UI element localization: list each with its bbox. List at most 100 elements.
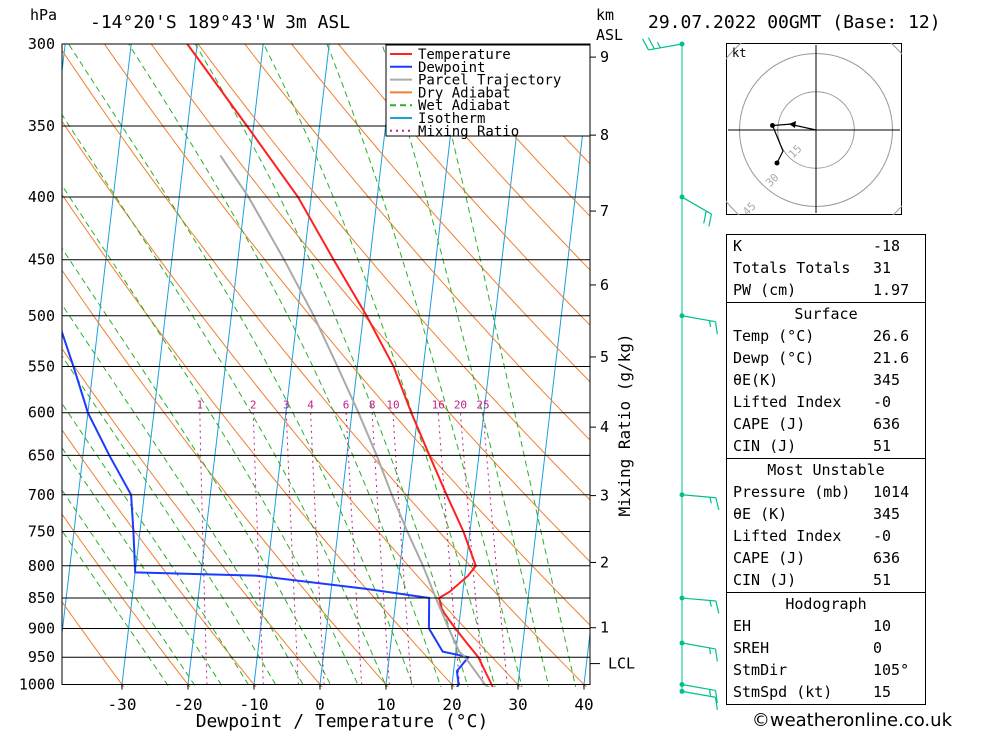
index-value: 636 xyxy=(873,549,901,567)
height-tick-label: 8 xyxy=(600,126,609,144)
index-row: CAPE (J) 636 xyxy=(727,413,925,435)
storm-motion-arrowhead xyxy=(789,121,796,128)
section-header: Hodograph xyxy=(727,593,925,615)
wind-barb-staff xyxy=(681,690,716,698)
dry-adiabat-line xyxy=(290,44,590,383)
x-tick-label: -30 xyxy=(108,695,137,714)
indices-table: K -18 Totals Totals 31 PW (cm) 1.97 Surface Tem… xyxy=(726,234,926,705)
index-label: EH xyxy=(733,617,752,635)
wet-adiabat-line xyxy=(62,184,360,687)
pressure-tick-label: 400 xyxy=(28,188,55,206)
mixing-ratio-label: 3 xyxy=(283,399,290,412)
index-row: Lifted Index -0 xyxy=(727,525,925,547)
index-label: SREH xyxy=(733,639,770,657)
wind-barb-staff xyxy=(681,597,716,602)
dry-adiabat-line xyxy=(103,44,590,626)
wind-barb xyxy=(641,37,683,51)
pressure-tick-label: 500 xyxy=(28,307,55,325)
wind-barb xyxy=(681,690,718,710)
index-row: CIN (J) 51 xyxy=(727,569,925,591)
wet-adiabat-line xyxy=(62,303,305,687)
wind-barb-flag xyxy=(708,213,713,227)
wind-barb-flag xyxy=(647,37,655,50)
index-row: EH 10 xyxy=(727,615,925,637)
height-tick-label: 1 xyxy=(600,619,609,637)
dry-adiabat-line xyxy=(431,44,590,217)
index-row: Dewp (°C) 21.6 xyxy=(727,347,925,369)
section-title: Hodograph xyxy=(785,595,867,613)
pressure-tick-label: 750 xyxy=(28,522,55,540)
hodograph-trace xyxy=(771,123,793,164)
index-label: Dewp (°C) xyxy=(733,349,815,367)
section-header: Most Unstable xyxy=(727,459,925,481)
mixing-ratio-label: 20 xyxy=(454,399,467,412)
index-label: Lifted Index xyxy=(733,393,842,411)
legend-box xyxy=(385,44,591,137)
wet-adiabat-line xyxy=(62,402,251,687)
wind-barb-staff xyxy=(681,315,716,323)
index-value: 31 xyxy=(873,259,892,277)
index-value: 345 xyxy=(873,371,901,389)
index-value: 51 xyxy=(873,571,892,589)
height-tick-label: 2 xyxy=(600,553,609,571)
wet-adiabat-line xyxy=(68,44,415,687)
hodograph-point xyxy=(770,123,775,128)
legend-entry: Wet Adiabat xyxy=(418,98,511,114)
mixing-ratio-line xyxy=(392,412,412,685)
pressure-tick-label: 950 xyxy=(28,648,55,666)
wind-barb-half-flag xyxy=(708,647,712,655)
pressure-tick-label: 1000 xyxy=(19,676,55,694)
index-label: Pressure (mb) xyxy=(733,483,851,501)
wind-barb-half-flag xyxy=(708,689,712,696)
index-value: 636 xyxy=(873,415,901,433)
pressure-tick-label: 850 xyxy=(28,589,55,607)
legend-entry: Isotherm xyxy=(418,111,485,127)
x-tick-label: 30 xyxy=(508,695,527,714)
x-tick-label: 40 xyxy=(574,695,593,714)
index-value: 345 xyxy=(873,505,901,523)
legend-entry: Parcel Trajectory xyxy=(418,73,561,89)
wind-barb-flag xyxy=(703,210,707,224)
dry-adiabat-line xyxy=(62,429,257,687)
section-header: Surface xyxy=(727,303,925,325)
mixing-ratio-line xyxy=(310,412,325,685)
wind-barb xyxy=(681,683,718,704)
wind-barb-flag xyxy=(715,600,720,614)
index-row: CAPE (J) 636 xyxy=(727,547,925,569)
dry-adiabat-line xyxy=(62,120,522,687)
index-row: Temp (°C) 26.6 xyxy=(727,325,925,347)
mixing-ratio-line xyxy=(199,412,208,685)
section-divider xyxy=(727,302,925,303)
isotherm-line xyxy=(62,44,132,638)
isotherm-line xyxy=(121,44,198,687)
wet-adiabat-line xyxy=(62,447,224,687)
wind-barb xyxy=(681,642,718,662)
dry-adiabat-line xyxy=(62,269,389,687)
location-title: -14°20'S 189°43'W 3m ASL xyxy=(90,12,350,33)
index-label: CIN (J) xyxy=(733,571,797,589)
pressure-tick-label: 350 xyxy=(28,117,55,135)
height-tick-label: 9 xyxy=(600,48,609,66)
index-row: SREH 0 xyxy=(727,637,925,659)
wet-adiabat-line xyxy=(326,44,523,687)
index-value: 105° xyxy=(873,661,910,679)
footer-site: ©weatheronline.co.uk xyxy=(752,710,952,731)
index-row: θE (K) 345 xyxy=(727,503,925,525)
wind-barb-flag xyxy=(714,690,718,704)
wind-barb-staff xyxy=(681,642,716,650)
hodograph: 15 30 45 kt xyxy=(700,14,932,246)
x-axis-label: Dewpoint / Temperature (°C) xyxy=(196,711,489,732)
pressure-tick-label: 900 xyxy=(28,619,55,637)
datetime-title: 29.07.2022 00GMT (Base: 12) xyxy=(648,12,941,33)
mixing-ratio-label: 16 xyxy=(432,399,445,412)
dewpoint-line xyxy=(62,329,471,687)
height-tick-label: 6 xyxy=(600,276,609,294)
wet-adiabat-line xyxy=(62,529,170,687)
mixing-ratio-line xyxy=(371,412,390,685)
wind-barb-flag xyxy=(641,38,650,51)
legend-entry: Mixing Ratio xyxy=(418,124,519,140)
index-label: StmDir xyxy=(733,661,788,679)
index-row: StmDir 105° xyxy=(727,659,925,681)
index-label: CAPE (J) xyxy=(733,549,806,567)
